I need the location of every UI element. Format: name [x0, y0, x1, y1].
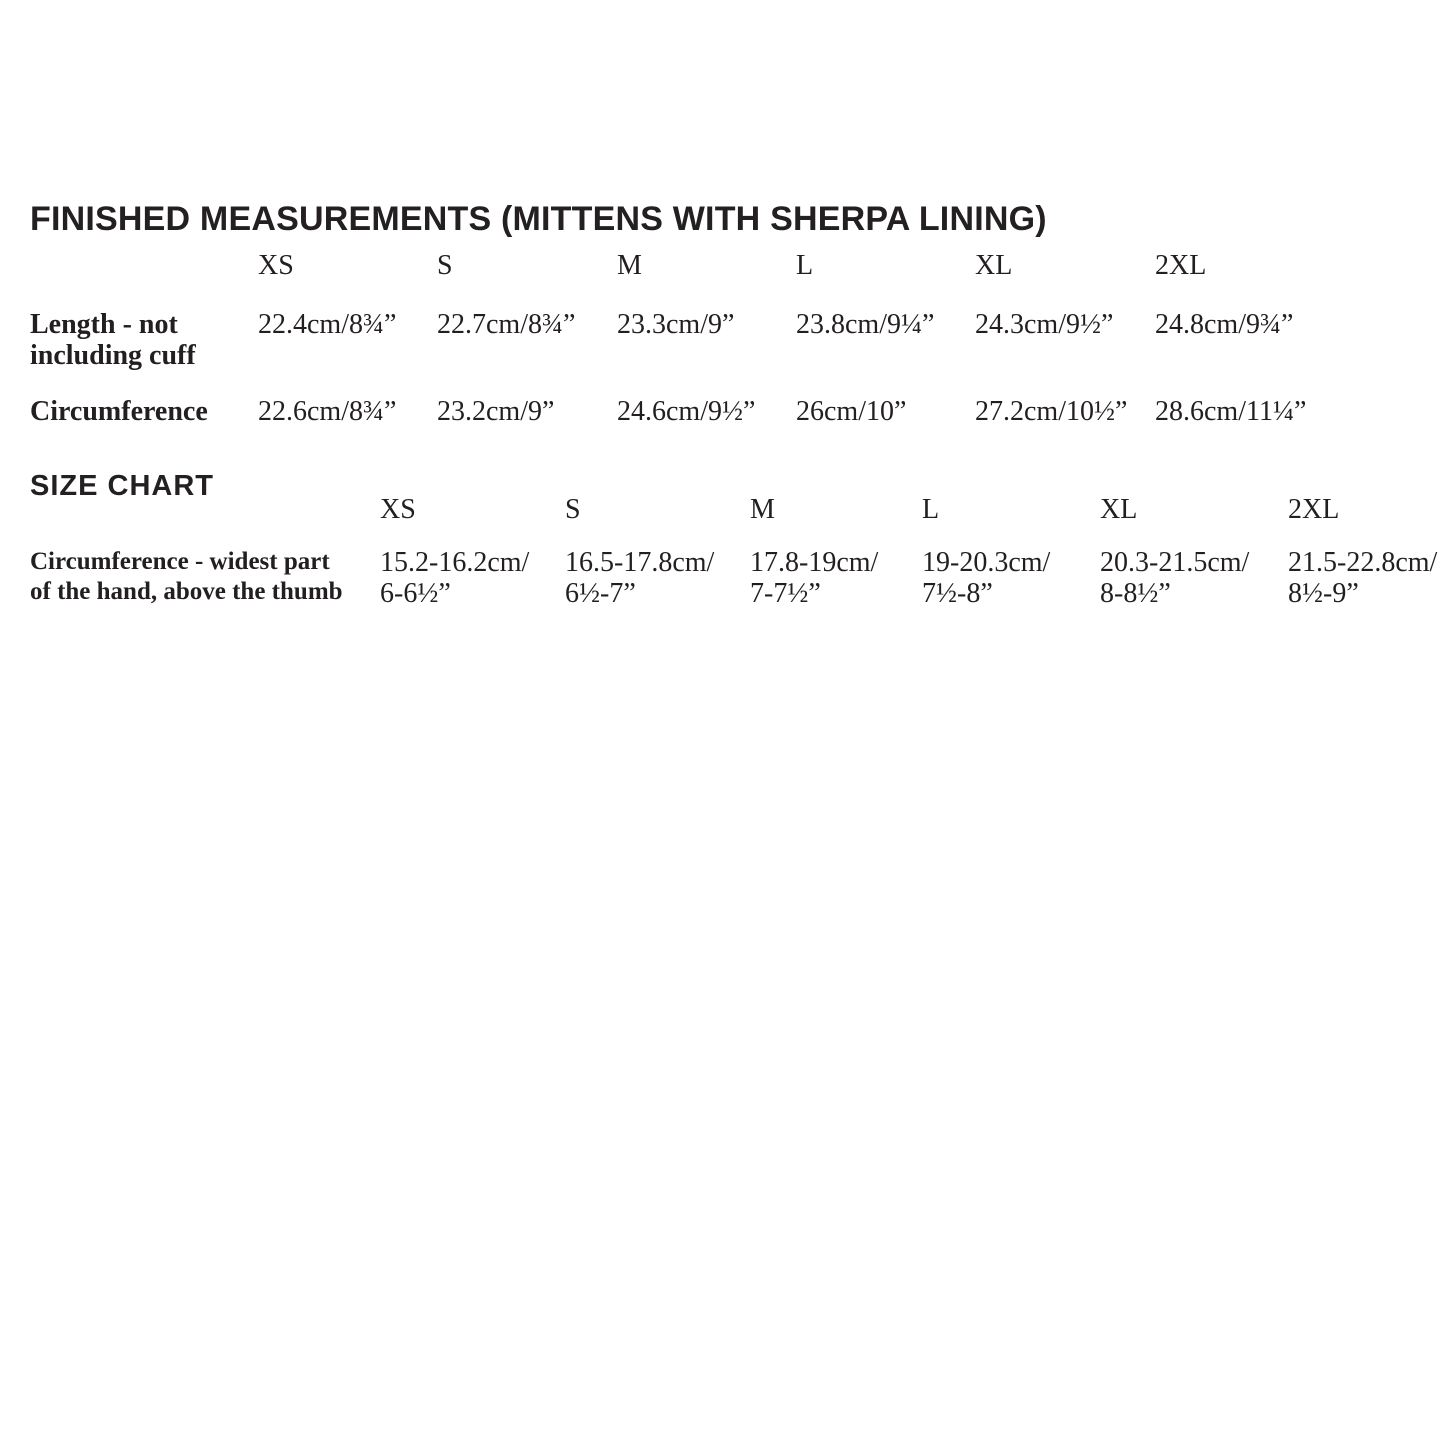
circumference-row: Circumference 22.6cm/8¾” 23.2cm/9” 24.6c… — [30, 396, 1320, 427]
hand-circumference-l-cell: 19-20.3cm/ 7½-8” — [922, 547, 1051, 609]
length-xs-cell: 22.4cm/8¾” — [258, 309, 397, 340]
hand-circumference-s-cell: 16.5-17.8cm/ 6½-7” — [565, 547, 715, 609]
length-m-cell: 23.3cm/9” — [617, 309, 735, 340]
circumference-xs-cell: 22.6cm/8¾” — [258, 396, 397, 427]
length-s-cell: 22.7cm/8¾” — [437, 309, 576, 340]
circumference-row-label: Circumference — [30, 396, 208, 427]
circumference-l-cell: 26cm/10” — [796, 396, 907, 427]
column-header-m: M — [750, 494, 775, 525]
length-2xl-cell: 24.8cm/9¾” — [1155, 309, 1294, 340]
hand-circumference-xl-cell: 20.3-21.5cm/ 8-8½” — [1100, 547, 1250, 609]
hand-circumference-2xl-cell: 21.5-22.8cm/ 8½-9” — [1288, 547, 1438, 609]
circumference-m-cell: 24.6cm/9½” — [617, 396, 756, 427]
header-spacer — [30, 250, 258, 281]
hand-circumference-row-label: Circumference - widest part of the hand,… — [30, 548, 343, 605]
size-chart-title: SIZE CHART — [30, 470, 214, 502]
circumference-s-cell: 23.2cm/9” — [437, 396, 555, 427]
column-header-xs: XS — [258, 250, 294, 281]
finished-measurements-header-row: XS S M L XL 2XL — [30, 250, 1320, 281]
header-spacer — [30, 494, 380, 525]
size-chart-header-row: XS S M L XL 2XL — [30, 494, 1445, 525]
column-header-s: S — [437, 250, 453, 281]
column-header-xs: XS — [380, 494, 416, 525]
length-l-cell: 23.8cm/9¼” — [796, 309, 935, 340]
hand-circumference-row: Circumference - widest part of the hand,… — [30, 547, 1445, 609]
circumference-xl-cell: 27.2cm/10½” — [975, 396, 1128, 427]
column-header-2xl: 2XL — [1288, 494, 1340, 525]
column-header-xl: XL — [975, 250, 1013, 281]
column-header-m: M — [617, 250, 642, 281]
length-row-label: Length - not including cuff — [30, 309, 196, 371]
hand-circumference-m-cell: 17.8-19cm/ 7-7½” — [750, 547, 879, 609]
column-header-s: S — [565, 494, 581, 525]
hand-circumference-xs-cell: 15.2-16.2cm/ 6-6½” — [380, 547, 530, 609]
column-header-l: L — [796, 250, 814, 281]
length-row: Length - not including cuff 22.4cm/8¾” 2… — [30, 309, 1320, 371]
column-header-l: L — [922, 494, 940, 525]
column-header-2xl: 2XL — [1155, 250, 1207, 281]
circumference-2xl-cell: 28.6cm/11¼” — [1155, 396, 1307, 427]
column-header-xl: XL — [1100, 494, 1138, 525]
finished-measurements-title: FINISHED MEASUREMENTS (MITTENS WITH SHER… — [30, 200, 1047, 238]
length-xl-cell: 24.3cm/9½” — [975, 309, 1114, 340]
